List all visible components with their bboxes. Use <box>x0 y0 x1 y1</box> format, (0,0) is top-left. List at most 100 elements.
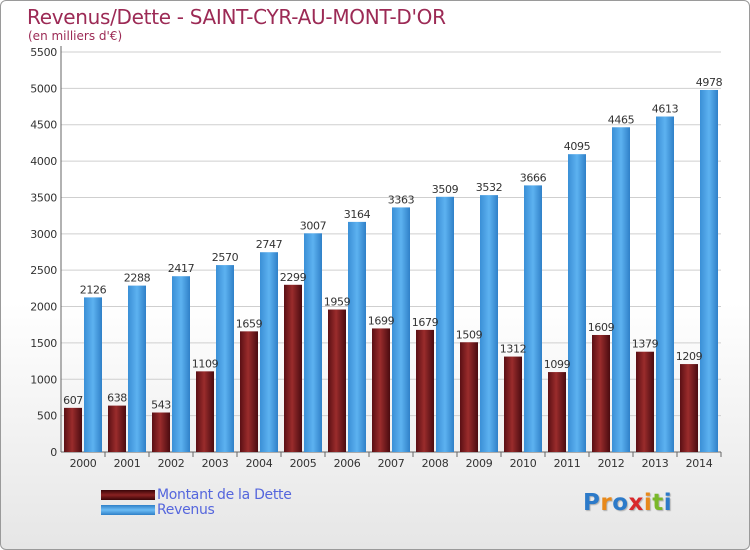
logo-letter: i <box>663 490 673 516</box>
x-tick-label: 2003 <box>202 457 229 470</box>
logo-letter: P <box>583 490 601 516</box>
bar-debt <box>548 372 566 452</box>
revenue-value-label: 3363 <box>388 193 415 206</box>
logo-letter: r <box>600 490 613 516</box>
x-tick-label: 2001 <box>114 457 141 470</box>
bar-debt <box>284 284 302 452</box>
revenue-value-label: 4978 <box>696 76 723 89</box>
bar-debt <box>108 405 126 452</box>
y-tick-label: 500 <box>37 410 57 423</box>
bar-revenue <box>392 207 410 452</box>
x-tick-label: 2004 <box>246 457 273 470</box>
debt-value-label: 1679 <box>412 316 439 329</box>
legend-swatch-revenue <box>101 505 155 515</box>
bar-revenue <box>128 285 146 452</box>
bar-revenue <box>700 89 718 453</box>
bar-revenue <box>260 252 278 452</box>
value-labels: 607 2126 638 2288 543 2417 1109 2570 1659 2747 229… <box>63 76 723 412</box>
debt-value-label: 1379 <box>632 338 659 351</box>
debt-value-label: 1699 <box>368 314 395 327</box>
bar-revenue <box>84 297 102 452</box>
logo-letter: t <box>652 490 664 516</box>
bar-revenue <box>304 233 322 452</box>
bar-chart: 607 2126 638 2288 543 2417 1109 2570 1659 2747 229… <box>30 46 723 470</box>
logo-letter: i <box>643 490 653 516</box>
debt-value-label: 638 <box>107 392 127 405</box>
legend-swatch-debt <box>101 490 155 500</box>
debt-value-label: 1312 <box>500 343 526 356</box>
logo-letter: o <box>612 490 629 516</box>
bar-debt <box>592 334 610 452</box>
bar-debt <box>636 351 654 452</box>
bar-revenue <box>436 196 454 452</box>
bar-revenue <box>656 116 674 452</box>
y-tick-label: 2000 <box>30 301 57 314</box>
x-tick-label: 2010 <box>510 457 537 470</box>
debt-value-label: 1659 <box>236 317 263 330</box>
debt-value-label: 1109 <box>192 357 219 370</box>
chart-title: Revenus/Dette - SAINT-CYR-AU-MONT-D'OR <box>27 5 446 29</box>
revenue-value-label: 4613 <box>652 103 679 116</box>
bar-debt <box>416 329 434 452</box>
logo-letter: x <box>628 490 644 516</box>
axes <box>60 46 722 457</box>
x-tick-label: 2007 <box>378 457 405 470</box>
bar-revenue <box>348 221 366 452</box>
revenue-value-label: 3666 <box>520 171 547 184</box>
bar-debt <box>328 309 346 452</box>
bar-debt <box>504 356 522 452</box>
legend-label-debt: Montant de la Dette <box>157 487 292 503</box>
bar-debt <box>64 407 82 452</box>
grid-lines <box>61 51 721 417</box>
x-tick-label: 2012 <box>598 457 625 470</box>
debt-value-label: 543 <box>151 399 171 412</box>
revenue-value-label: 3007 <box>300 219 327 232</box>
x-tick-label: 2009 <box>466 457 493 470</box>
revenue-value-label: 3509 <box>432 183 459 196</box>
tick-labels: 0 500 1000 1500 2000 2500 3000 3500 4000 4500 5000… <box>30 46 713 470</box>
bar-revenue <box>172 276 190 452</box>
revenue-value-label: 3532 <box>476 181 502 194</box>
y-tick-label: 2500 <box>30 264 57 277</box>
revenue-value-label: 3164 <box>344 208 371 221</box>
revenue-value-label: 2126 <box>80 283 107 296</box>
proxiti-logo: Proxiti <box>583 490 672 516</box>
revenue-value-label: 2417 <box>168 262 195 275</box>
bar-debt <box>152 412 170 452</box>
debt-value-label: 1609 <box>588 321 615 334</box>
y-tick-label: 4500 <box>30 119 57 132</box>
chart-subtitle: (en milliers d'€) <box>28 29 123 43</box>
debt-value-label: 1959 <box>324 296 351 309</box>
debt-value-label: 2299 <box>280 271 307 284</box>
y-tick-label: 1500 <box>30 337 57 350</box>
debt-value-label: 607 <box>63 394 83 407</box>
bar-revenue <box>568 154 586 452</box>
y-tick-label: 3500 <box>30 191 57 204</box>
bars <box>64 89 718 453</box>
y-tick-label: 0 <box>50 446 57 459</box>
x-tick-label: 2006 <box>334 457 361 470</box>
x-tick-label: 2000 <box>70 457 97 470</box>
bar-revenue <box>524 185 542 452</box>
y-tick-label: 1000 <box>30 373 57 386</box>
debt-value-label: 1509 <box>456 328 483 341</box>
revenue-value-label: 2747 <box>256 238 283 251</box>
y-tick-label: 4000 <box>30 155 57 168</box>
revenue-value-label: 4095 <box>564 140 591 153</box>
debt-value-label: 1209 <box>676 350 703 363</box>
revenue-value-label: 2570 <box>212 251 239 264</box>
bar-debt <box>460 342 478 452</box>
debt-value-label: 1099 <box>544 358 571 371</box>
bar-revenue <box>216 265 234 452</box>
legend-label-revenue: Revenus <box>157 502 215 518</box>
x-tick-label: 2002 <box>158 457 185 470</box>
y-tick-label: 3000 <box>30 228 57 241</box>
bar-debt <box>372 328 390 452</box>
revenue-value-label: 2288 <box>124 272 151 285</box>
bar-revenue <box>612 127 630 452</box>
bar-debt <box>196 371 214 452</box>
bar-debt <box>680 364 698 452</box>
bar-revenue <box>480 195 498 453</box>
bar-debt <box>240 331 258 452</box>
x-tick-label: 2013 <box>642 457 669 470</box>
